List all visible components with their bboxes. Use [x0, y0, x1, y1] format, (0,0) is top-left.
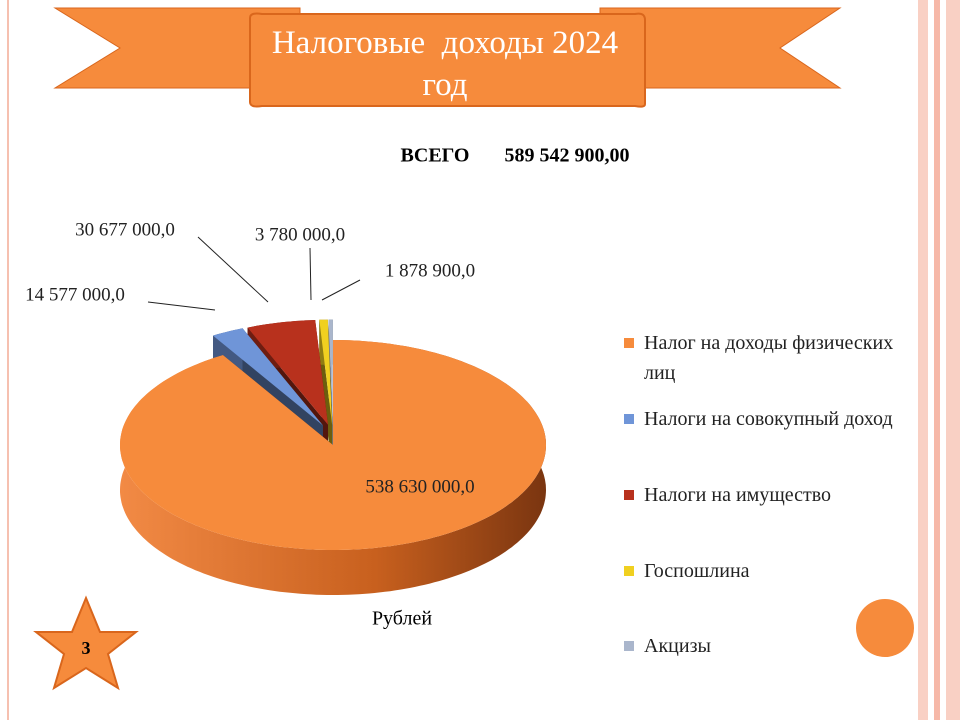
legend-item: Госпошлина	[624, 556, 914, 586]
legend-swatch	[624, 490, 634, 500]
title: Налоговые доходы 2024 год	[271, 25, 627, 103]
slice	[319, 319, 333, 425]
legend-item: Налог на доходы физических лиц	[624, 328, 914, 388]
legend-label: Налоги на имущество	[644, 484, 832, 506]
value-label: 1 878 900,0	[385, 260, 475, 281]
legend-label: Налоги на совокупный доход	[644, 408, 893, 430]
legend-swatch	[624, 414, 634, 424]
star	[33, 595, 139, 691]
legend-swatch	[624, 338, 634, 348]
value-label: 14 577 000,0	[25, 284, 125, 305]
leader-line	[147, 301, 216, 311]
slice	[120, 340, 546, 550]
legend-swatch	[624, 641, 634, 651]
border-stripe	[946, 0, 960, 720]
slice	[247, 320, 328, 425]
leader-line	[197, 236, 269, 303]
slice	[328, 319, 333, 425]
legend-item: Акцизы	[624, 631, 914, 661]
slide-number: 3	[82, 638, 91, 658]
value-label: 30 677 000,0	[75, 219, 175, 240]
legend-swatch	[624, 566, 634, 576]
legend-label: Госпошлина	[644, 560, 750, 582]
x-label: Рублей	[372, 608, 432, 630]
border-stripe	[918, 0, 928, 720]
legend-label: Налог на доходы физических лиц	[644, 332, 894, 384]
decor-circle	[856, 599, 914, 657]
pie: 538 630 000,0 14 577 000,0 30 677 000,0 3 7…	[25, 219, 546, 595]
leader-line	[309, 247, 312, 301]
title-banner	[249, 12, 646, 108]
legend-item: Налоги на совокупный доход	[624, 404, 914, 434]
subtitle: ВСЕГО 589 542 900,00	[401, 145, 630, 167]
slice	[213, 328, 323, 426]
leader-line	[321, 279, 361, 301]
ribbon-left	[53, 7, 301, 89]
legend-label: Акцизы	[644, 635, 711, 657]
value-label: 538 630 000,0	[365, 476, 474, 497]
legend-item: Налоги на имущество	[624, 480, 914, 510]
value-label: 3 780 000,0	[255, 224, 345, 245]
border-stripe	[934, 0, 940, 720]
